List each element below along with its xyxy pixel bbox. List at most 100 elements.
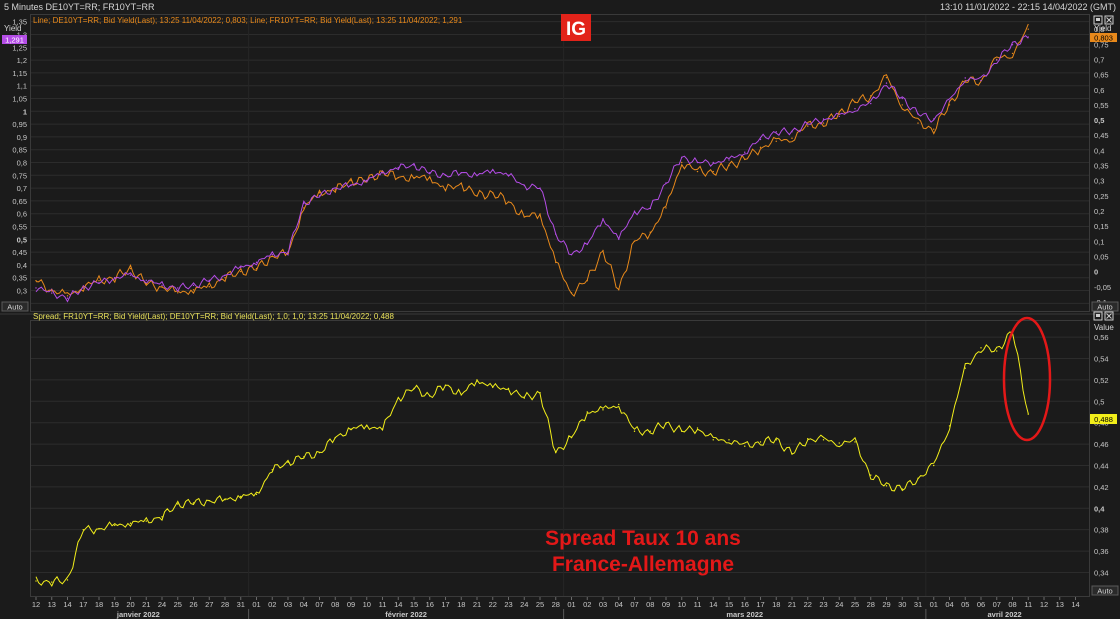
top-left-tick-label: 1,25 — [12, 43, 27, 52]
spread-point — [759, 441, 762, 443]
top-left-tick-label: 0,4 — [17, 261, 27, 270]
top-left-tick-label: 0,7 — [17, 184, 27, 193]
de10-point — [1027, 28, 1029, 30]
fr10-point — [822, 118, 825, 120]
fr10-point — [838, 115, 840, 118]
fr10-point — [208, 279, 210, 281]
fr10-point — [1027, 36, 1029, 38]
bottom-tick-label: 0,56 — [1094, 333, 1109, 342]
series-de10-line — [35, 23, 1029, 297]
spread-point — [917, 477, 919, 480]
x-day-label: 29 — [882, 600, 890, 609]
fr10-point — [570, 253, 573, 256]
top-right-tick-label: 0,35 — [1094, 162, 1109, 171]
top-left-tick-label: 1,35 — [12, 18, 27, 27]
svg-text:0,488: 0,488 — [1094, 415, 1113, 424]
x-day-label: 21 — [473, 600, 481, 609]
fr10-point — [901, 97, 903, 100]
fr10-point — [791, 131, 793, 133]
top-left-tick-label: 0,75 — [12, 171, 27, 180]
top-panel-close-icon[interactable] — [1104, 15, 1114, 25]
de10-point — [224, 276, 226, 279]
de10-point — [901, 104, 903, 106]
highlight-circle — [1002, 316, 1052, 442]
fr10-point — [224, 274, 226, 276]
top-right-auto-button[interactable]: Auto — [1091, 301, 1119, 312]
ig-logo: IG — [561, 14, 591, 41]
fr10-point — [255, 261, 258, 264]
x-day-label: 23 — [504, 600, 512, 609]
x-axis-day-labels: 12 13 14 17 18 19 20 21 24 25 26 27 28 31 01 02 03 04 07 08… — [32, 597, 1080, 609]
bottom-tick-label: 0,42 — [1094, 483, 1109, 492]
de10-point — [287, 252, 289, 255]
x-day-label: 04 — [615, 600, 623, 609]
bottom-panel-close-icon[interactable] — [1104, 311, 1114, 321]
fr10-point — [114, 277, 116, 279]
x-day-label: 24 — [520, 600, 528, 609]
top-right-tick-label: 0,1 — [1094, 237, 1104, 246]
top-left-tick-label: 0,85 — [12, 146, 27, 155]
de10-point — [98, 279, 100, 282]
x-day-label: 08 — [1008, 600, 1016, 609]
x-day-label: 27 — [205, 600, 213, 609]
x-day-label: 14 — [63, 600, 71, 609]
x-day-label: 04 — [300, 600, 308, 609]
fr10-point — [759, 138, 762, 141]
x-day-label: 03 — [599, 600, 607, 609]
x-day-label: 02 — [268, 600, 276, 609]
spread-point — [177, 503, 179, 505]
fr10-point — [271, 253, 273, 256]
fr10-point — [492, 169, 494, 171]
top-left-axis-title: Yield — [4, 24, 22, 33]
de10-point — [208, 286, 210, 288]
de10-point — [555, 261, 557, 264]
spread-point — [381, 428, 384, 430]
svg-text:1,291: 1,291 — [5, 36, 24, 45]
de10-point — [665, 207, 667, 209]
de10-point — [303, 207, 305, 209]
de10-point — [318, 192, 321, 194]
x-day-label: 21 — [142, 600, 150, 609]
top-left-last-badge: 1,291 — [2, 35, 27, 45]
fr10-point — [917, 113, 919, 115]
spread-point — [523, 397, 525, 399]
de10-point — [255, 267, 258, 270]
x-day-label: 25 — [851, 600, 859, 609]
x-day-label: 18 — [772, 600, 780, 609]
top-right-last-badge: 0,803 — [1090, 33, 1117, 43]
x-day-label: 25 — [536, 600, 544, 609]
spread-point — [287, 461, 289, 463]
x-day-label: 17 — [79, 600, 87, 609]
de10-point — [177, 292, 179, 294]
top-right-tick-label: -0,05 — [1094, 283, 1111, 292]
spread-point — [1027, 413, 1029, 415]
spread-point — [240, 495, 242, 498]
fr10-point — [602, 218, 604, 220]
fr10-point — [240, 266, 242, 269]
de10-point — [728, 164, 730, 167]
bottom-panel-maximize-icon[interactable] — [1093, 311, 1103, 321]
spread-point — [933, 464, 935, 467]
top-left-tick-label: 1,15 — [12, 69, 27, 78]
bottom-right-auto-button[interactable]: Auto — [1091, 585, 1119, 596]
x-day-label: 21 — [788, 600, 796, 609]
de10-point — [712, 170, 714, 173]
x-month-label: février 2022 — [385, 610, 427, 619]
spread-point — [649, 430, 651, 432]
x-day-label: 12 — [32, 600, 40, 609]
x-day-label: 15 — [725, 600, 733, 609]
spread-point — [303, 456, 305, 458]
spread-point — [822, 439, 825, 441]
fr10-point — [649, 207, 651, 210]
x-day-label: 14 — [1071, 600, 1079, 609]
series-spread-line — [35, 331, 1029, 588]
spread-point — [870, 474, 872, 476]
top-left-auto-button[interactable]: Auto — [1, 301, 29, 312]
top-panel-maximize-icon[interactable] — [1093, 15, 1103, 25]
bottom-tick-label: 0,44 — [1094, 461, 1109, 470]
de10-point — [681, 161, 683, 164]
de10-point — [82, 286, 84, 288]
spread-point — [51, 581, 53, 583]
top-right-tick-label: 0,2 — [1094, 207, 1104, 216]
